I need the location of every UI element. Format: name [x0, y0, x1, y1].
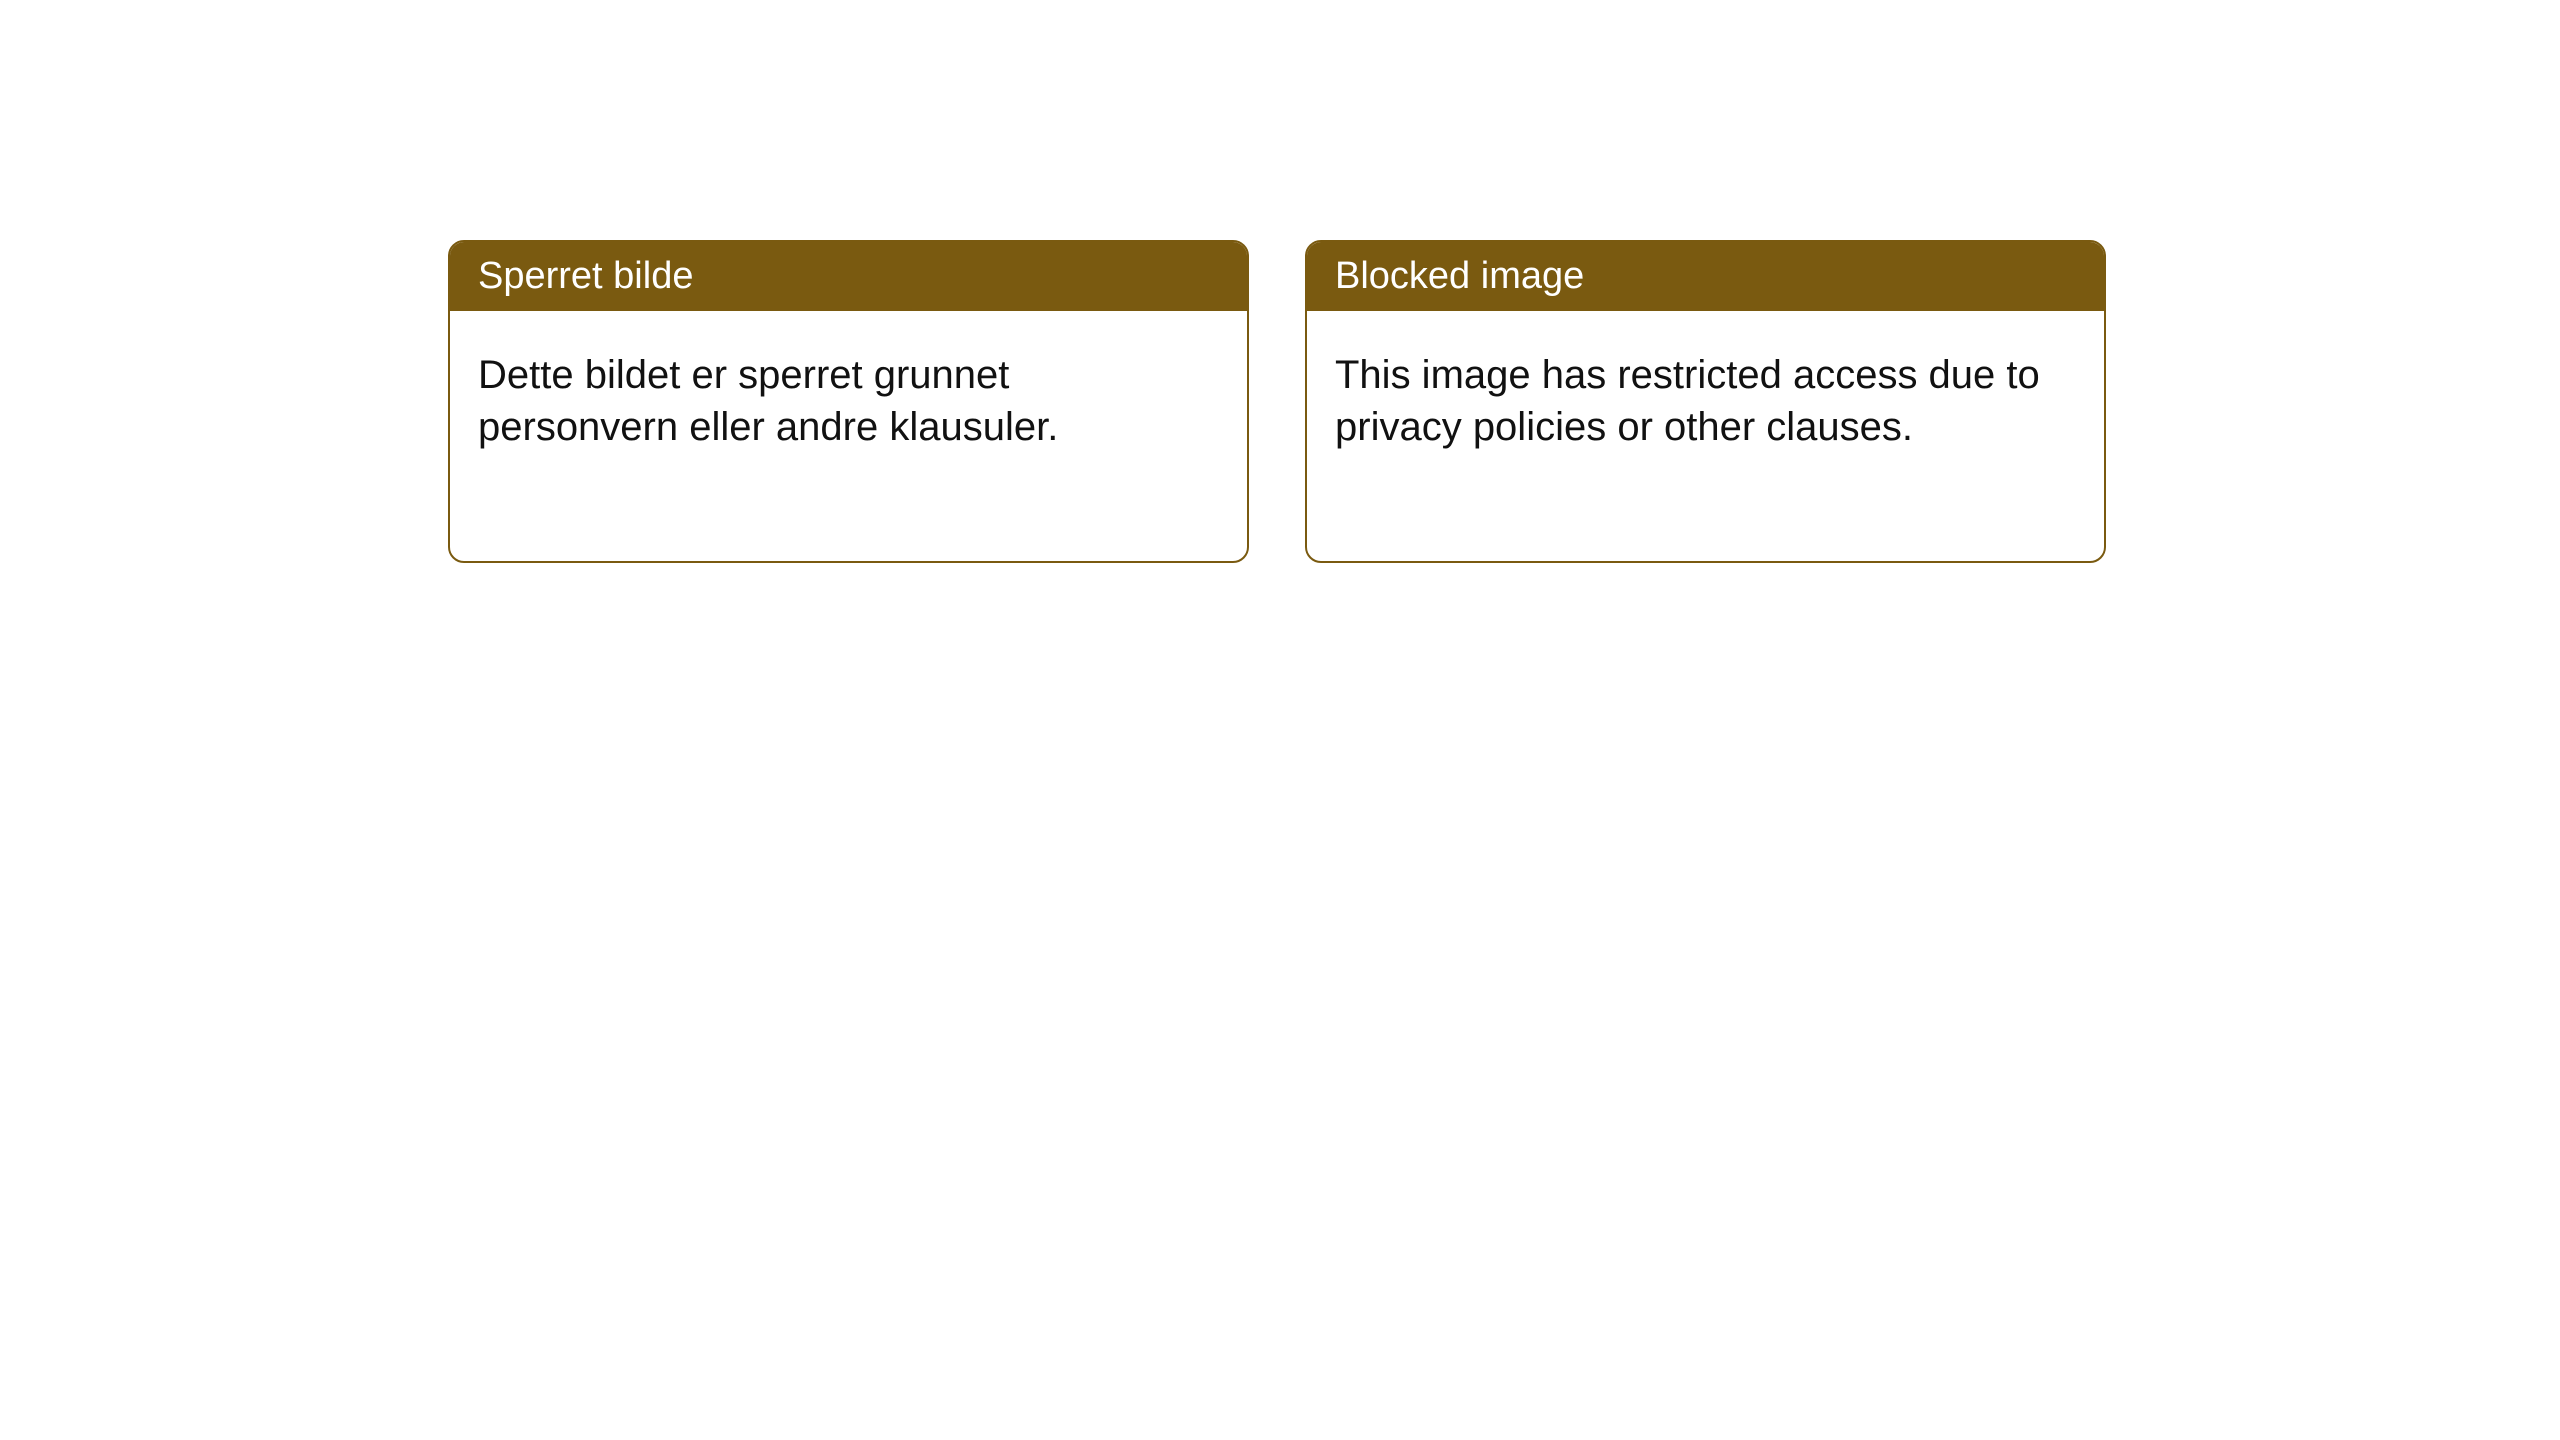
notice-header: Blocked image [1307, 242, 2104, 311]
notice-box-english: Blocked image This image has restricted … [1305, 240, 2106, 563]
notice-container: Sperret bilde Dette bildet er sperret gr… [448, 240, 2106, 563]
notice-body: Dette bildet er sperret grunnet personve… [450, 311, 1247, 561]
notice-body: This image has restricted access due to … [1307, 311, 2104, 561]
notice-header: Sperret bilde [450, 242, 1247, 311]
notice-box-norwegian: Sperret bilde Dette bildet er sperret gr… [448, 240, 1249, 563]
